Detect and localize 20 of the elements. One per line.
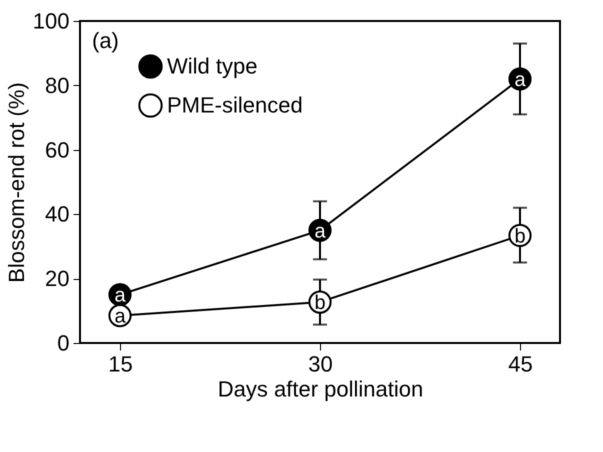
annotation: b — [514, 225, 526, 248]
y-tick-label: 60 — [45, 137, 70, 162]
x-tick-label: 45 — [508, 352, 533, 376]
annotation: a — [514, 68, 526, 91]
annotation: a — [114, 306, 126, 328]
annotation: a — [114, 284, 126, 307]
y-tick-label: 20 — [45, 266, 70, 292]
legend-label: PME-silenced — [167, 92, 303, 118]
y-tick-label: 80 — [45, 72, 70, 98]
legend-label: Wild type — [167, 54, 258, 78]
y-tick-label: 0 — [57, 330, 70, 356]
annotation: (a) — [92, 28, 119, 53]
x-tick-label: 30 — [308, 352, 333, 376]
annotation: a — [314, 220, 326, 242]
x-tick-label: 15 — [108, 352, 133, 376]
y-tick-label: 100 — [32, 8, 70, 34]
y-tick-label: 40 — [45, 202, 70, 227]
x-axis-title: Days after pollination — [218, 376, 424, 402]
annotation: b — [314, 292, 326, 314]
y-axis-title: Blossom-end rot (%) — [4, 82, 29, 283]
